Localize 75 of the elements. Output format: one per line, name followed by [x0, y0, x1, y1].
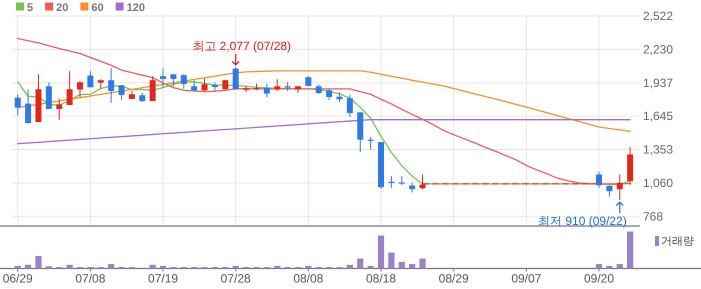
x-tick-label: 08/29	[438, 272, 470, 286]
bar	[346, 264, 353, 268]
candlestick	[409, 182, 416, 194]
bar	[66, 264, 73, 268]
bar	[35, 256, 42, 268]
annotation: 최저 910 (09/22)	[538, 214, 627, 228]
candlestick	[87, 70, 94, 88]
y-tick-label: 1,353	[643, 142, 674, 157]
bar	[108, 264, 114, 268]
x-tick-label: 07/08	[75, 272, 106, 286]
y-tick-label: 768	[643, 209, 664, 224]
x-tick-label: 08/08	[293, 272, 324, 286]
bar	[378, 236, 384, 268]
candlestick	[191, 80, 198, 92]
y-tick-label: 1,937	[643, 76, 674, 90]
candlestick	[596, 171, 602, 188]
bar	[596, 264, 602, 268]
x-tick-label: 09/20	[584, 272, 614, 286]
line-series	[17, 119, 631, 144]
bar	[357, 258, 364, 268]
candlestick	[160, 68, 166, 88]
x-tick-label: 06/29	[2, 272, 34, 286]
x-tick-label: 08/18	[366, 272, 396, 286]
bar	[232, 266, 239, 268]
bar	[150, 264, 156, 268]
legend-label: 5	[27, 2, 34, 14]
candlestick	[305, 76, 312, 87]
bar	[274, 266, 280, 268]
candlestick	[232, 66, 239, 90]
bar	[368, 266, 374, 268]
bar	[24, 264, 32, 268]
candlestick	[368, 136, 374, 150]
candlestick	[108, 68, 114, 104]
legend-label: 120	[126, 2, 145, 14]
annotation: 최고 2,077 (07/28)	[192, 38, 292, 53]
candlestick	[46, 82, 52, 110]
candlestick	[316, 84, 322, 94]
candlestick	[264, 83, 270, 98]
candlestick	[98, 78, 104, 90]
legend-label: 60	[91, 2, 104, 14]
candlestick	[616, 174, 623, 201]
legend-label: 거래량	[661, 236, 694, 248]
bar	[305, 266, 312, 268]
candlestick	[202, 78, 208, 92]
bar	[616, 264, 623, 268]
bar	[160, 266, 166, 268]
legend-label: 20	[56, 2, 68, 14]
candlestick	[346, 94, 353, 118]
candlestick	[25, 89, 32, 124]
bar	[606, 266, 612, 268]
bar	[419, 258, 426, 268]
x-tick-label: 07/28	[220, 272, 252, 286]
y-tick-label: 2,522	[643, 9, 674, 24]
bar	[14, 266, 21, 268]
bar	[409, 264, 416, 268]
y-tick-label: 1,645	[643, 109, 674, 124]
candlestick	[420, 174, 426, 190]
candlestick	[76, 80, 83, 98]
candlestick	[56, 98, 62, 120]
x-tick-label: 07/19	[148, 272, 178, 286]
bar	[627, 232, 634, 268]
candlestick	[118, 84, 125, 100]
x-tick-label: 09/07	[511, 272, 542, 286]
candlestick	[336, 92, 342, 103]
candlestick	[66, 70, 73, 106]
candlestick	[14, 94, 21, 116]
candlestick	[139, 92, 146, 103]
candlestick	[180, 74, 187, 90]
candlestick	[326, 88, 332, 100]
y-tick-label: 1,060	[643, 176, 674, 190]
candlestick	[150, 76, 156, 102]
bar	[388, 252, 395, 268]
candlestick	[274, 78, 280, 92]
bar	[398, 262, 405, 268]
y-tick-label: 2,230	[643, 42, 674, 56]
